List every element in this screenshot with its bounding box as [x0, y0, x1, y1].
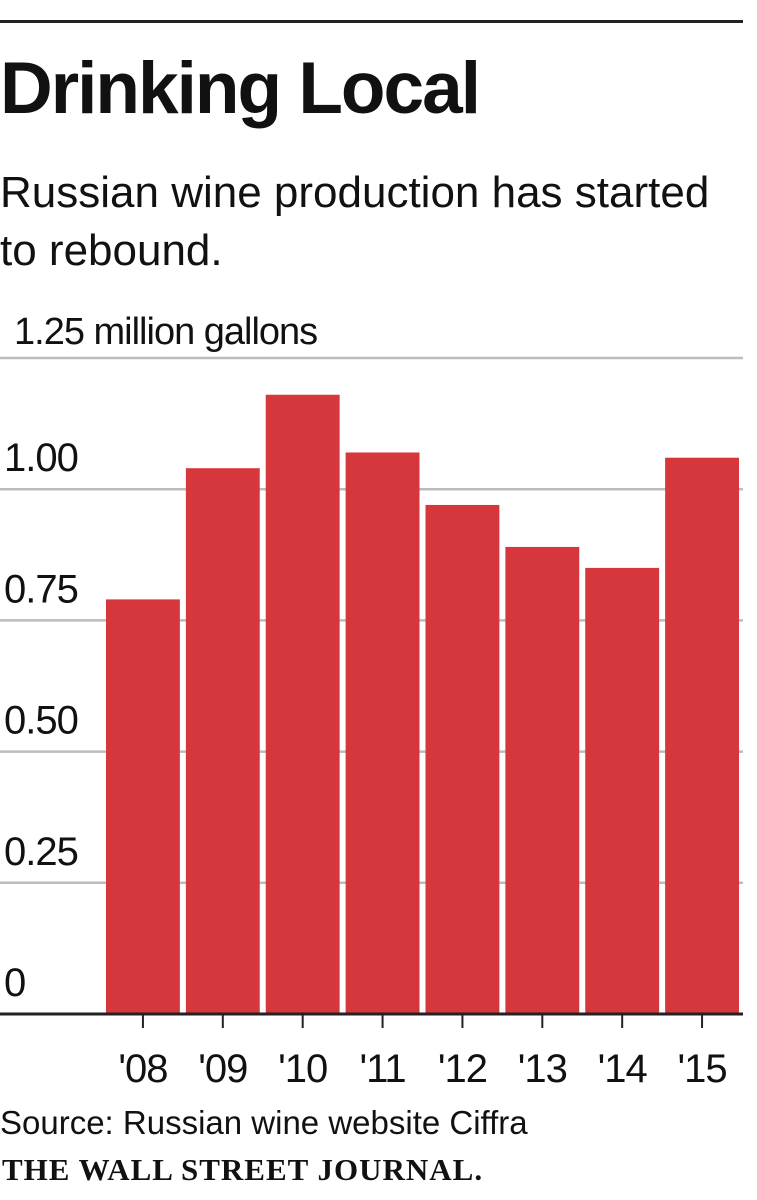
chart-subtitle: Russian wine production has started to r… [0, 168, 710, 275]
x-tick-label: '08 [118, 1047, 167, 1091]
x-tick-label: '10 [278, 1047, 327, 1091]
chart-title: Drinking Local [0, 48, 481, 129]
top-rule [0, 20, 743, 23]
bar-12 [425, 504, 500, 1014]
bar-chart: 0 0.25 0.50 0.75 1.00 1.25 million gallons '0… [0, 311, 743, 1091]
source-note: Source: Russian wine website Ciffra [0, 1104, 528, 1141]
x-tick-label: '14 [598, 1047, 648, 1091]
bar-10 [265, 394, 340, 1015]
bar-13 [505, 546, 580, 1014]
x-tick-label: '15 [677, 1047, 726, 1091]
y-tick-label: 0.50 [4, 699, 78, 743]
y-tick-labels: 0 0.25 0.50 0.75 1.00 1.25 million gallons [4, 311, 318, 1005]
bar-09 [185, 468, 260, 1014]
x-tick-label: '11 [359, 1047, 405, 1091]
y-tick-label: 0.25 [4, 830, 78, 874]
bar-15 [665, 457, 739, 1014]
bars [106, 394, 739, 1015]
x-tick-label: '09 [198, 1047, 247, 1091]
y-tick-label: 0.75 [4, 567, 78, 611]
publisher-credit: THE WALL STREET JOURNAL. [2, 1152, 484, 1187]
x-tick-label: '12 [438, 1047, 487, 1091]
y-tick-label: 1.00 [4, 436, 78, 480]
bar-11 [345, 452, 420, 1014]
y-axis-unit-label: 1.25 million gallons [14, 311, 317, 353]
x-tick-labels: '08 '09 '10 '11 '12 '13 '14 '15 [118, 1014, 728, 1091]
bar-14 [585, 567, 660, 1014]
bar-08 [106, 599, 180, 1014]
x-tick-label: '13 [518, 1047, 567, 1091]
y-tick-label: 0 [4, 961, 25, 1005]
